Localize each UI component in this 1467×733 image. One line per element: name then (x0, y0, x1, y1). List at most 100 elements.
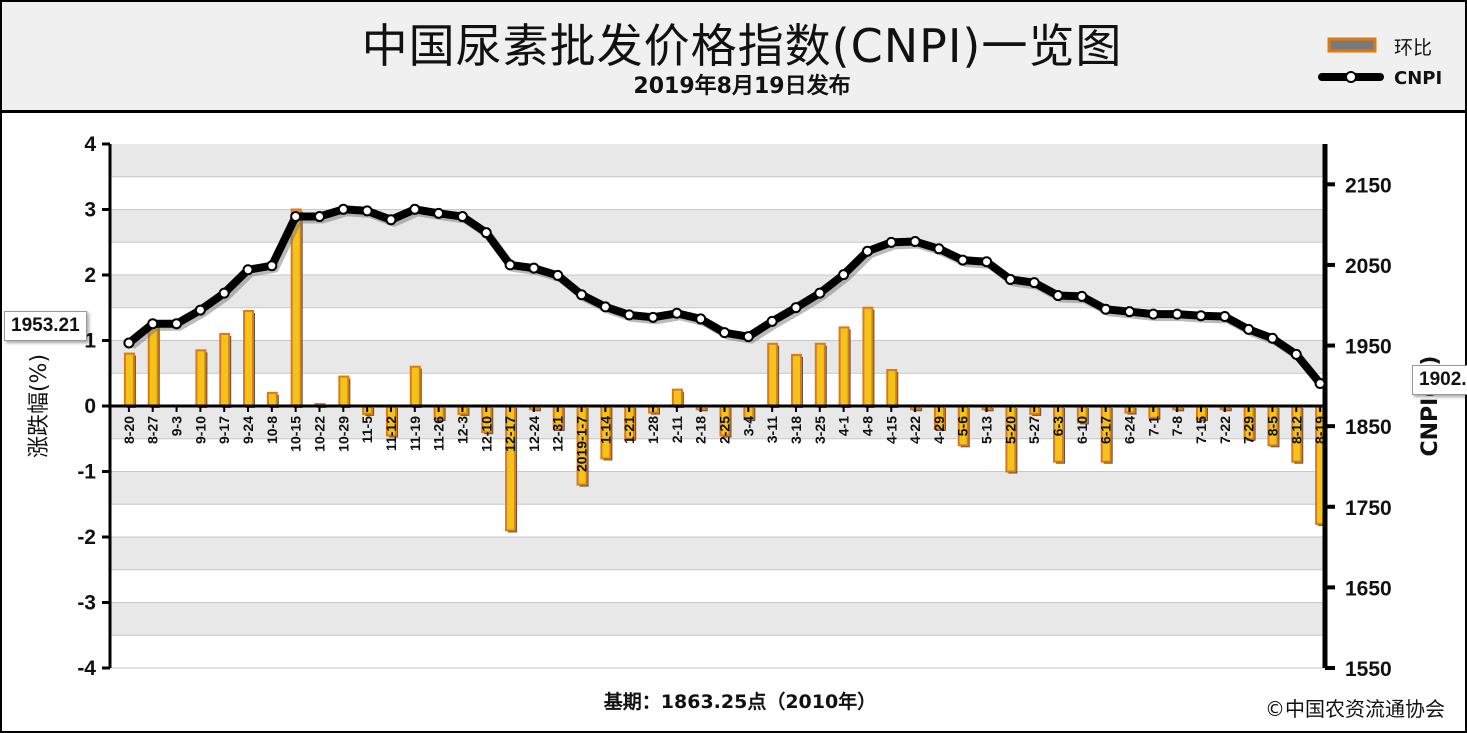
change-bar (862, 306, 874, 407)
copyright-note: ©中国农资流通协会 (1265, 697, 1445, 721)
x-tick-label: 12-10 (478, 416, 494, 452)
cnpi-point (1219, 311, 1231, 323)
x-tick-label: 11-12 (383, 416, 399, 451)
right-tick-label: 2050 (1345, 255, 1392, 278)
x-tick-label: 3-11 (764, 416, 780, 443)
cnpi-point (623, 309, 635, 321)
cnpi-point (1314, 377, 1326, 389)
cnpi-point (1004, 273, 1016, 285)
change-bar (886, 368, 898, 408)
left-tick-label: -3 (77, 592, 96, 615)
change-bar (219, 332, 231, 408)
x-tick-label: 2-11 (669, 416, 685, 443)
cnpi-point (838, 269, 850, 281)
cnpi-point (552, 269, 564, 281)
x-tick-label: 12-31 (550, 416, 566, 452)
x-tick-label: 3-25 (812, 416, 828, 444)
header-band: 中国尿素批发价格指数(CNPI)一览图 2019年8月19日发布 环比 CNPI (2, 2, 1465, 113)
cnpi-point (1171, 308, 1183, 320)
cnpi-point (1052, 290, 1064, 302)
cnpi-point (933, 243, 945, 255)
grid-band (110, 406, 1325, 439)
x-tick-label: 9-17 (216, 416, 232, 444)
cnpi-point (1290, 348, 1302, 360)
cnpi-point (385, 214, 397, 226)
cnpi-point (290, 211, 302, 223)
cnpi-point (957, 254, 969, 266)
cnpi-point (790, 302, 802, 314)
x-tick-label: 4-8 (859, 416, 875, 436)
cnpi-point (218, 287, 230, 299)
x-tick-label: 4-29 (931, 416, 947, 444)
left-tick-label: 0 (84, 395, 96, 418)
cnpi-point (242, 264, 254, 276)
x-tick-label: 7-8 (1169, 416, 1185, 436)
change-bar (338, 375, 350, 407)
x-tick-label: 6-3 (1050, 416, 1066, 436)
cnpi-point (1124, 306, 1135, 318)
x-tick-label: 6-10 (1074, 416, 1090, 444)
x-tick-label: 2-25 (717, 416, 733, 444)
cnpi-point (909, 236, 921, 248)
x-tick-label: 12-3 (454, 416, 470, 444)
grid-band (110, 340, 1325, 374)
cnpi-point (123, 337, 135, 349)
x-tick-label: 7-22 (1217, 416, 1233, 444)
left-axis-title: 涨跌幅(%) (27, 354, 52, 458)
x-tick-label: 4-22 (907, 416, 923, 444)
cnpi-point (1266, 332, 1278, 344)
cnpi-point (814, 287, 826, 299)
cnpi-point (433, 207, 445, 219)
x-tick-label: 8-5 (1264, 416, 1280, 436)
legend-line-marker (1345, 71, 1357, 83)
legend-bar-swatch (1327, 37, 1377, 53)
first-value-callout: 1953.21 (4, 311, 87, 341)
change-bar (790, 353, 802, 408)
cnpi-point (861, 245, 873, 257)
cnpi-point (194, 304, 206, 316)
x-tick-label: 11-19 (407, 416, 423, 451)
cnpi-point (480, 227, 492, 239)
x-tick-label: 4-15 (883, 416, 899, 444)
grid-band (110, 275, 1325, 308)
x-tick-label: 6-24 (1122, 416, 1138, 444)
x-tick-label: 8-27 (145, 416, 161, 444)
cnpi-point (647, 311, 659, 323)
right-tick-label: 1750 (1345, 497, 1392, 520)
legend-bar-label: 环比 (1394, 37, 1433, 59)
cnpi-point (1100, 303, 1112, 315)
cnpi-point (885, 236, 897, 248)
change-bar (814, 342, 826, 407)
x-tick-label: 6-17 (1098, 416, 1114, 444)
right-tick-label: 2150 (1345, 174, 1392, 197)
right-tick-label: 1850 (1345, 416, 1392, 439)
x-tick-label: 10-29 (335, 416, 351, 452)
right-tick-label: 1950 (1345, 336, 1392, 359)
x-tick-label: 11-5 (359, 416, 375, 443)
cnpi-point (361, 205, 373, 217)
grid-band (110, 602, 1325, 636)
chart-title: 中国尿素批发价格指数(CNPI)一览图 (361, 19, 1123, 73)
cnpi-point (766, 315, 778, 327)
x-tick-label: 10-8 (264, 416, 280, 444)
change-bar (195, 349, 207, 408)
cnpi-point (1243, 323, 1255, 335)
grid-band (110, 471, 1325, 505)
change-bar (266, 391, 278, 407)
cnpi-point (695, 313, 707, 325)
change-bar (243, 310, 255, 407)
cnpi-point (337, 203, 349, 215)
cnpi-point (1076, 290, 1088, 302)
x-tick-label: 8-20 (121, 416, 137, 444)
legend-line-label: CNPI (1394, 68, 1443, 89)
x-tick-label: 1-14 (597, 416, 613, 444)
x-tick-label: 7-29 (1241, 416, 1257, 444)
cnpi-point (528, 262, 540, 274)
x-tick-label: 12-17 (502, 416, 518, 452)
x-tick-label: 2-18 (693, 416, 709, 444)
base-period-note: 基期：1863.25点（2010年） (603, 691, 877, 713)
last-value-callout: 1902.93 (1412, 365, 1467, 395)
cnpi-point (314, 211, 325, 223)
x-tick-label: 12-24 (526, 416, 542, 452)
x-tick-label: 4-1 (836, 416, 852, 436)
